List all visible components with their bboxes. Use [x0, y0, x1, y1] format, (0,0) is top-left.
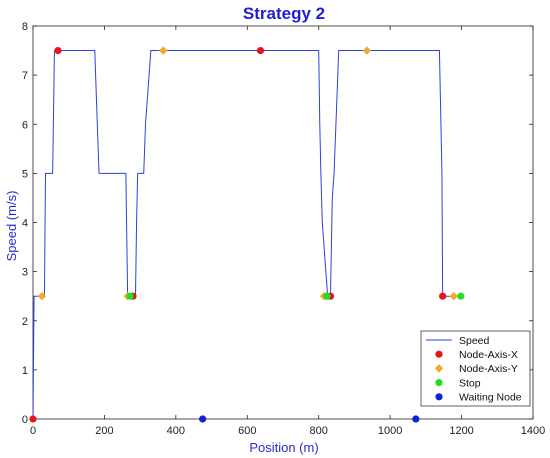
point-waiting-node — [199, 415, 207, 423]
y-tick-label: 8 — [22, 21, 28, 33]
legend-label-node-axis-y: Node-Axis-Y — [459, 363, 518, 375]
x-tick-label: 1200 — [449, 425, 473, 437]
legend-label-waiting-node: Waiting Node — [459, 392, 522, 404]
legend: Speed Node-Axis-X Node-Axis-Y Stop Waiting N… — [420, 330, 531, 407]
y-axis-title: Speed (m/s) — [4, 191, 19, 262]
x-tick-label: 1000 — [378, 425, 402, 437]
y-tick-label: 3 — [22, 267, 28, 279]
y-tick-label: 6 — [22, 119, 28, 131]
x-axis-title: Position (m) — [249, 440, 318, 455]
legend-swatch-stop — [435, 379, 443, 387]
point-node-axis-y — [37, 291, 47, 301]
legend-swatch-node-axis-y — [434, 364, 444, 373]
point-node-axis-x — [29, 415, 37, 423]
y-tick-label: 0 — [22, 414, 28, 426]
x-tick-label: 800 — [310, 425, 328, 437]
point-stop — [323, 292, 331, 300]
x-tick-label: 1400 — [521, 425, 545, 437]
x-tick-label: 600 — [238, 425, 256, 437]
point-node-axis-x — [54, 46, 62, 55]
y-tick-label: 2 — [22, 316, 28, 328]
point-waiting-node — [412, 415, 420, 423]
point-node-axis-x — [256, 46, 265, 55]
x-tick-label: 200 — [95, 425, 113, 437]
legend-swatch-node-axis-x — [435, 350, 443, 358]
x-tick-label: 400 — [167, 425, 185, 437]
y-tick-label: 4 — [22, 218, 28, 230]
point-stop — [457, 292, 465, 300]
point-stop — [126, 292, 134, 300]
point-node-axis-y — [449, 291, 458, 301]
point-node-axis-y — [159, 46, 168, 55]
legend-label-node-axis-x: Node-Axis-X — [459, 349, 518, 361]
chart-title: Strategy 2 — [243, 4, 325, 23]
y-tick-label: 7 — [22, 70, 28, 82]
y-tick-label: 5 — [22, 168, 28, 180]
plot-area: 0 200 400 600 800 1000 1200 1400 0 1 2 3 4 5 6 7 8 — [22, 21, 545, 437]
series-line-speed — [32, 50, 462, 420]
legend-swatch-waiting-node — [435, 393, 443, 401]
point-node-axis-x — [439, 292, 447, 300]
point-node-axis-y — [362, 46, 372, 55]
legend-label-speed: Speed — [459, 335, 490, 347]
y-tick-label: 1 — [22, 365, 28, 377]
x-tick-label: 0 — [30, 425, 36, 437]
legend-label-stop: Stop — [459, 377, 481, 389]
